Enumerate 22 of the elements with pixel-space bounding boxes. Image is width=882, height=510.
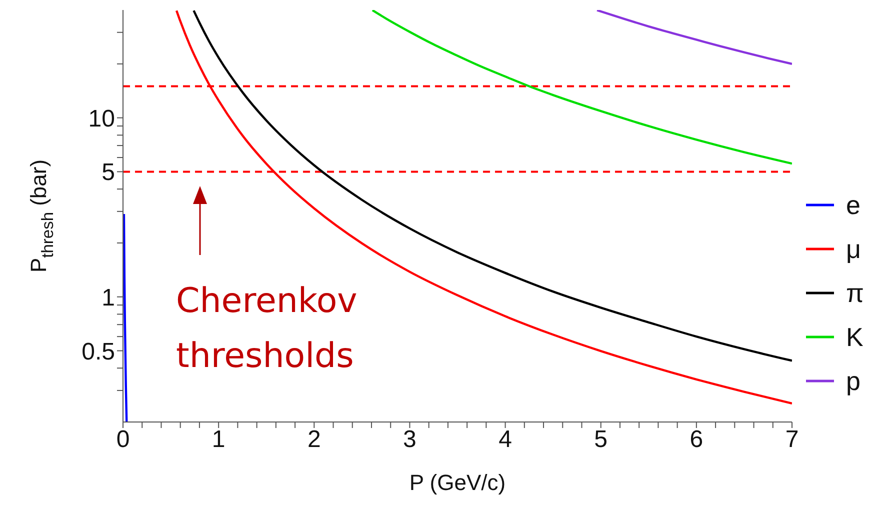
x-tick-label: 4 — [498, 426, 512, 454]
legend-label: K — [846, 321, 864, 354]
legend-label: p — [846, 365, 860, 398]
x-tick-label: 2 — [307, 426, 321, 454]
x-tick-label: 0 — [116, 426, 130, 454]
x-axis-title: P (GeV/c) — [409, 470, 506, 495]
legend-label: π — [846, 277, 864, 310]
line-series — [123, 212, 128, 422]
x-tick-label: 3 — [403, 426, 416, 454]
y-tick-label: 1 — [102, 284, 115, 312]
x-tick-label: 7 — [785, 426, 799, 454]
annotation: Cherenkov thresholds — [176, 281, 358, 376]
y-tick-label: 5 — [102, 159, 115, 186]
legend-label: μ — [846, 233, 861, 266]
x-tick-label: 6 — [690, 426, 704, 454]
x-tick-label: 1 — [212, 426, 226, 454]
x-tick-label: 5 — [594, 426, 608, 454]
legend-label: e — [846, 189, 860, 222]
line-series — [371, 10, 792, 165]
line-series — [596, 10, 792, 65]
y-tick-label: 0.5 — [82, 338, 115, 366]
y-tick-label: 10 — [88, 105, 115, 132]
